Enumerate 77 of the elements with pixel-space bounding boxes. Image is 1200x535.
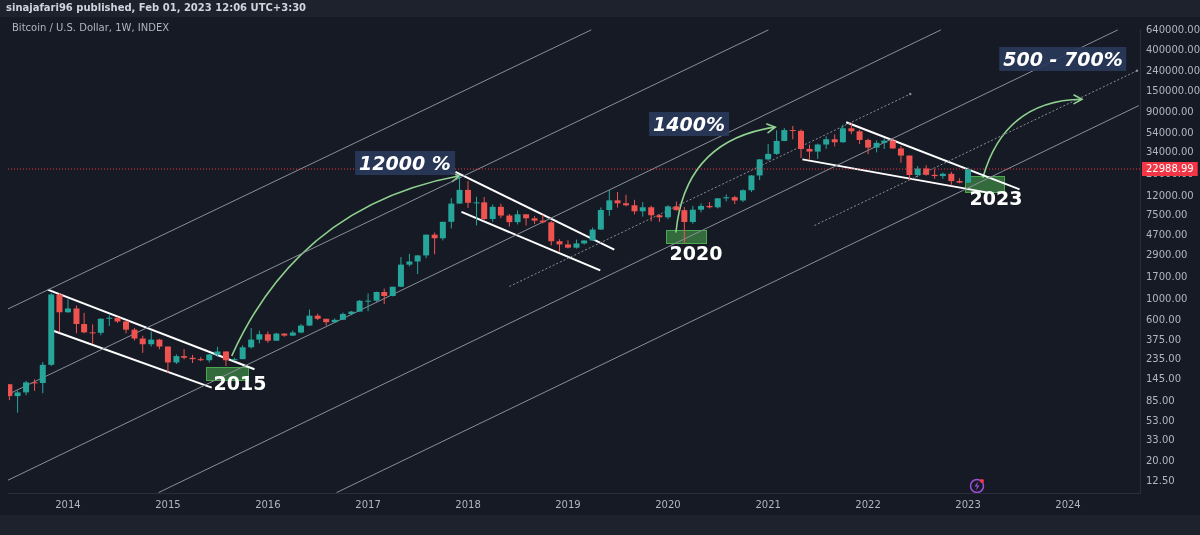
y-tick-label: 54000.00	[1146, 127, 1194, 139]
x-tick-label: 2023	[955, 498, 981, 510]
y-tick-label: 600.00	[1146, 314, 1181, 326]
candlestick	[681, 206, 688, 244]
candlestick	[456, 174, 463, 205]
y-tick-label: 20.00	[1146, 455, 1175, 467]
y-tick-label: 375.00	[1146, 333, 1181, 345]
candlestick	[523, 213, 530, 227]
annotation: 1400%	[649, 112, 729, 136]
candlestick	[39, 361, 46, 394]
x-tick-label: 2022	[855, 498, 881, 510]
y-tick-label: 34000.00	[1146, 146, 1194, 158]
candlestick	[765, 143, 772, 162]
y-tick-label: 235.00	[1146, 352, 1181, 364]
candlestick	[181, 348, 188, 360]
candlestick	[264, 330, 271, 344]
x-tick-label: 2014	[55, 498, 81, 510]
candlestick	[606, 189, 613, 217]
candlestick	[164, 346, 171, 374]
candlestick	[448, 197, 455, 229]
y-tick-label: 150000.00	[1146, 84, 1200, 96]
y-tick-label: 4700.00	[1146, 228, 1188, 240]
ref-line-label: 22988.99	[1146, 162, 1194, 174]
text: sinajafari96 published, Feb 01, 2023 12:06 UTC+3:30	[6, 2, 307, 13]
candlestick	[839, 124, 846, 144]
y-tick-label: 12000.00	[1146, 189, 1194, 201]
candlestick	[56, 292, 63, 333]
candlestick	[473, 196, 480, 226]
candlestick	[564, 239, 571, 249]
candlestick	[73, 304, 80, 334]
candlestick	[365, 292, 372, 312]
annotation: 2023	[969, 187, 1023, 209]
annotation: 500 - 700%	[999, 47, 1127, 71]
x-tick-label: 2018	[455, 498, 481, 510]
x-tick-label: 2015	[155, 498, 181, 510]
y-tick-label: 7500.00	[1146, 209, 1188, 221]
x-tick-label: 2017	[355, 498, 381, 510]
y-tick-label: 640000.00	[1146, 24, 1200, 36]
x-tick-label: 2019	[555, 498, 581, 510]
y-tick-label: 90000.00	[1146, 105, 1194, 117]
y-tick-label: 33.00	[1146, 434, 1175, 446]
chart-title: Bitcoin / U.S. Dollar, 1W, INDEX	[12, 22, 170, 33]
x-tick-label: 2016	[255, 498, 281, 510]
y-tick-label: 400000.00	[1146, 44, 1200, 56]
candlestick	[64, 298, 71, 314]
candlestick	[81, 312, 88, 334]
x-tick-label: 2021	[755, 498, 781, 510]
y-tick-label: 2900.00	[1146, 248, 1188, 260]
y-tick-label: 53.00	[1146, 414, 1175, 426]
x-tick-label: 2020	[655, 498, 681, 510]
candlestick	[106, 314, 113, 327]
candlestick	[14, 389, 21, 414]
candlestick	[89, 323, 96, 345]
candlestick	[897, 145, 904, 164]
y-tick-label: 145.00	[1146, 372, 1181, 384]
y-tick-label: 85.00	[1146, 395, 1175, 407]
y-tick-label: 12.50	[1146, 474, 1175, 486]
y-tick-label: 240000.00	[1146, 65, 1200, 77]
candlestick	[397, 256, 404, 288]
y-tick-label: 1000.00	[1146, 292, 1188, 304]
candlestick	[798, 128, 804, 159]
y-tick-label: 1700.00	[1146, 270, 1188, 282]
candlestick	[789, 125, 796, 140]
candlestick	[31, 378, 38, 392]
candlestick	[465, 180, 472, 209]
candlestick	[481, 196, 488, 222]
candlestick	[623, 194, 630, 207]
annotation: 2020	[669, 242, 723, 264]
candlestick	[248, 327, 255, 350]
candlestick	[597, 207, 604, 231]
candlestick	[773, 129, 780, 156]
annotation: 12000 %	[355, 151, 455, 175]
candlestick	[414, 254, 421, 275]
candlestick	[698, 202, 705, 213]
x-tick-label: 2024	[1055, 498, 1081, 510]
candlestick	[906, 154, 913, 181]
candlestick	[548, 220, 555, 246]
